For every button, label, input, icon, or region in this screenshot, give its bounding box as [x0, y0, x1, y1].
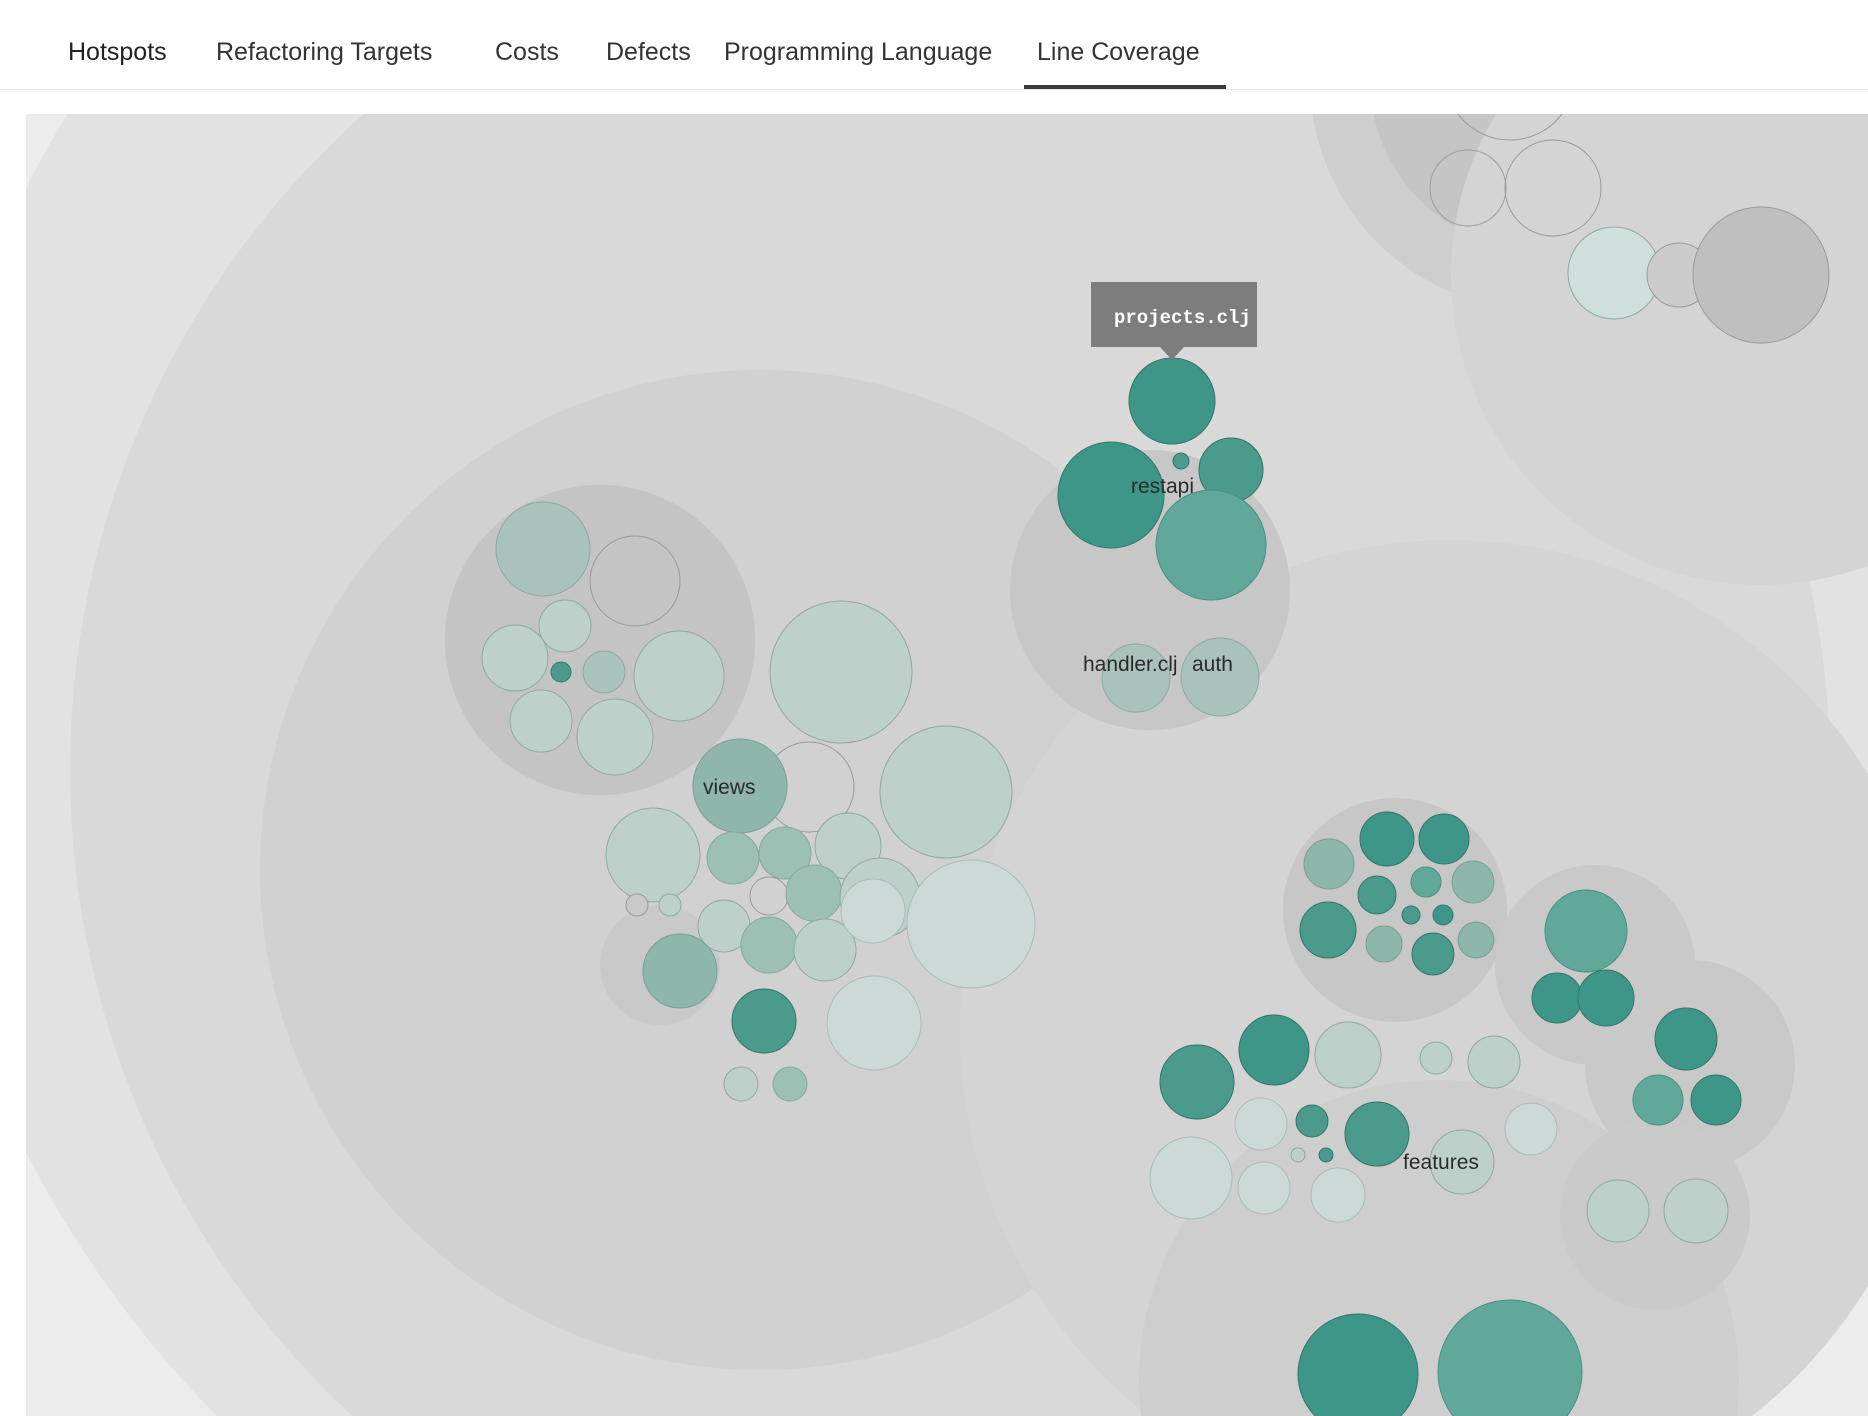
svg-text:auth: auth [1192, 653, 1233, 676]
svg-text:projects.clj: projects.clj [1114, 307, 1251, 329]
svg-text:features: features [1403, 1151, 1479, 1174]
svg-text:views: views [703, 776, 756, 799]
svg-text:restapi: restapi [1131, 475, 1194, 498]
svg-text:handler.clj: handler.clj [1083, 653, 1178, 676]
